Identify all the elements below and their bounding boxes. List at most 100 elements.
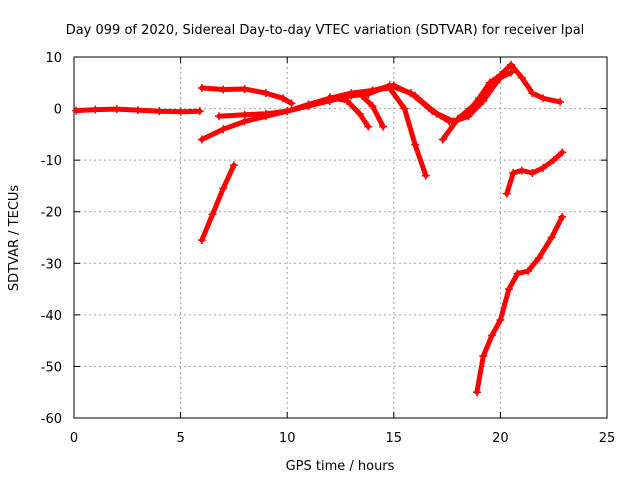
series-line <box>474 214 565 395</box>
data-point-marker <box>534 254 543 263</box>
data-point-marker <box>283 107 292 116</box>
data-point-marker <box>364 122 373 131</box>
y-tick-label: 0 <box>54 103 62 118</box>
y-tick-label: -60 <box>41 412 62 427</box>
plot-frame <box>73 56 608 419</box>
series-arc-dip-b <box>357 91 388 131</box>
data-point-marker <box>509 169 518 178</box>
data-point-marker <box>197 135 206 144</box>
data-point-marker <box>528 169 537 178</box>
data-point-marker <box>155 107 164 116</box>
y-axis-label: SDTVAR / TECUs <box>7 185 22 292</box>
data-point-marker <box>240 110 249 119</box>
data-point-marker <box>528 89 537 98</box>
data-point-marker <box>197 236 206 245</box>
x-tick-label: 10 <box>279 431 296 446</box>
data-point-marker <box>513 269 522 278</box>
data-point-marker <box>485 78 494 87</box>
data-point-marker <box>342 96 351 105</box>
data-point-marker <box>472 388 481 397</box>
data-point-marker <box>240 84 249 93</box>
data-point-marker <box>347 89 356 98</box>
series-arc-peak <box>464 60 565 116</box>
data-point-marker <box>278 94 287 103</box>
data-point-marker <box>421 171 430 180</box>
data-point-marker <box>556 97 565 106</box>
data-point-marker <box>487 331 496 340</box>
data-point-marker <box>355 109 364 118</box>
data-point-marker <box>229 161 238 170</box>
data-point-marker <box>91 105 100 114</box>
series-line <box>199 162 237 243</box>
data-point-marker <box>464 107 473 116</box>
data-point-marker <box>208 210 217 219</box>
y-tick-label: -20 <box>41 206 62 221</box>
grid-lines <box>74 57 607 418</box>
data-point-marker <box>428 107 437 116</box>
data-point-marker <box>379 122 388 131</box>
series-line <box>327 94 371 130</box>
data-point-marker <box>438 135 447 144</box>
data-point-marker <box>475 94 484 103</box>
data-point-marker <box>368 101 377 110</box>
y-tick-label: -40 <box>41 309 62 324</box>
series-arc-dip-a <box>325 93 373 131</box>
data-point-marker <box>507 68 516 77</box>
data-point-marker <box>176 107 185 116</box>
data-point-marker <box>496 316 505 325</box>
x-tick-label: 5 <box>176 431 184 446</box>
data-point-marker <box>517 166 526 175</box>
x-axis-label: GPS time / hours <box>286 459 395 474</box>
data-point-marker <box>240 117 249 126</box>
x-tick-label: 15 <box>386 431 403 446</box>
data-point-marker <box>539 163 548 172</box>
data-point-marker <box>558 212 567 221</box>
y-tick-label: 10 <box>45 51 62 66</box>
series-arc-steep-rise <box>197 161 238 245</box>
data-point-marker <box>357 91 366 100</box>
data-point-marker <box>72 106 81 115</box>
chart-title: Day 099 of 2020, Sidereal Day-to-day VTE… <box>66 23 585 38</box>
data-point-marker <box>558 148 567 157</box>
x-tick-label: 25 <box>599 431 616 446</box>
data-point-marker <box>325 93 334 102</box>
data-point-marker <box>197 83 206 92</box>
data-point-marker <box>219 85 228 94</box>
series-arc-upper-early <box>197 83 296 108</box>
data-point-marker <box>219 125 228 134</box>
data-point-marker <box>195 107 204 116</box>
data-point-marker <box>112 105 121 114</box>
data-series <box>72 60 567 397</box>
series-arc-evening-low <box>472 212 567 397</box>
series-arc-flat-morning <box>72 105 204 116</box>
data-point-marker <box>364 90 373 99</box>
data-point-marker <box>547 233 556 242</box>
data-point-marker <box>504 285 513 294</box>
series-arc-evening-mid <box>502 148 567 198</box>
series-line <box>365 80 499 124</box>
x-tick-label: 20 <box>492 431 509 446</box>
data-point-marker <box>406 89 415 98</box>
axis-ticks: 0 5 10 15 20 25 10 0 -10 -20 -30 -40 -50 -60 <box>41 51 616 446</box>
data-point-marker <box>214 112 223 121</box>
y-tick-label: -10 <box>41 154 62 169</box>
data-point-marker <box>385 81 394 90</box>
data-point-marker <box>304 100 313 109</box>
data-point-marker <box>287 99 296 108</box>
data-point-marker <box>502 189 511 198</box>
data-point-marker <box>517 73 526 82</box>
data-point-marker <box>507 60 516 69</box>
y-tick-label: -30 <box>41 257 62 272</box>
data-point-marker <box>549 156 558 165</box>
data-point-marker <box>539 94 548 103</box>
x-tick-label: 0 <box>70 431 78 446</box>
data-point-marker <box>496 71 505 80</box>
data-point-marker <box>219 184 228 193</box>
data-point-marker <box>261 89 270 98</box>
data-point-marker <box>479 352 488 361</box>
y-tick-label: -50 <box>41 360 62 375</box>
data-point-marker <box>261 109 270 118</box>
data-point-marker <box>453 114 462 123</box>
